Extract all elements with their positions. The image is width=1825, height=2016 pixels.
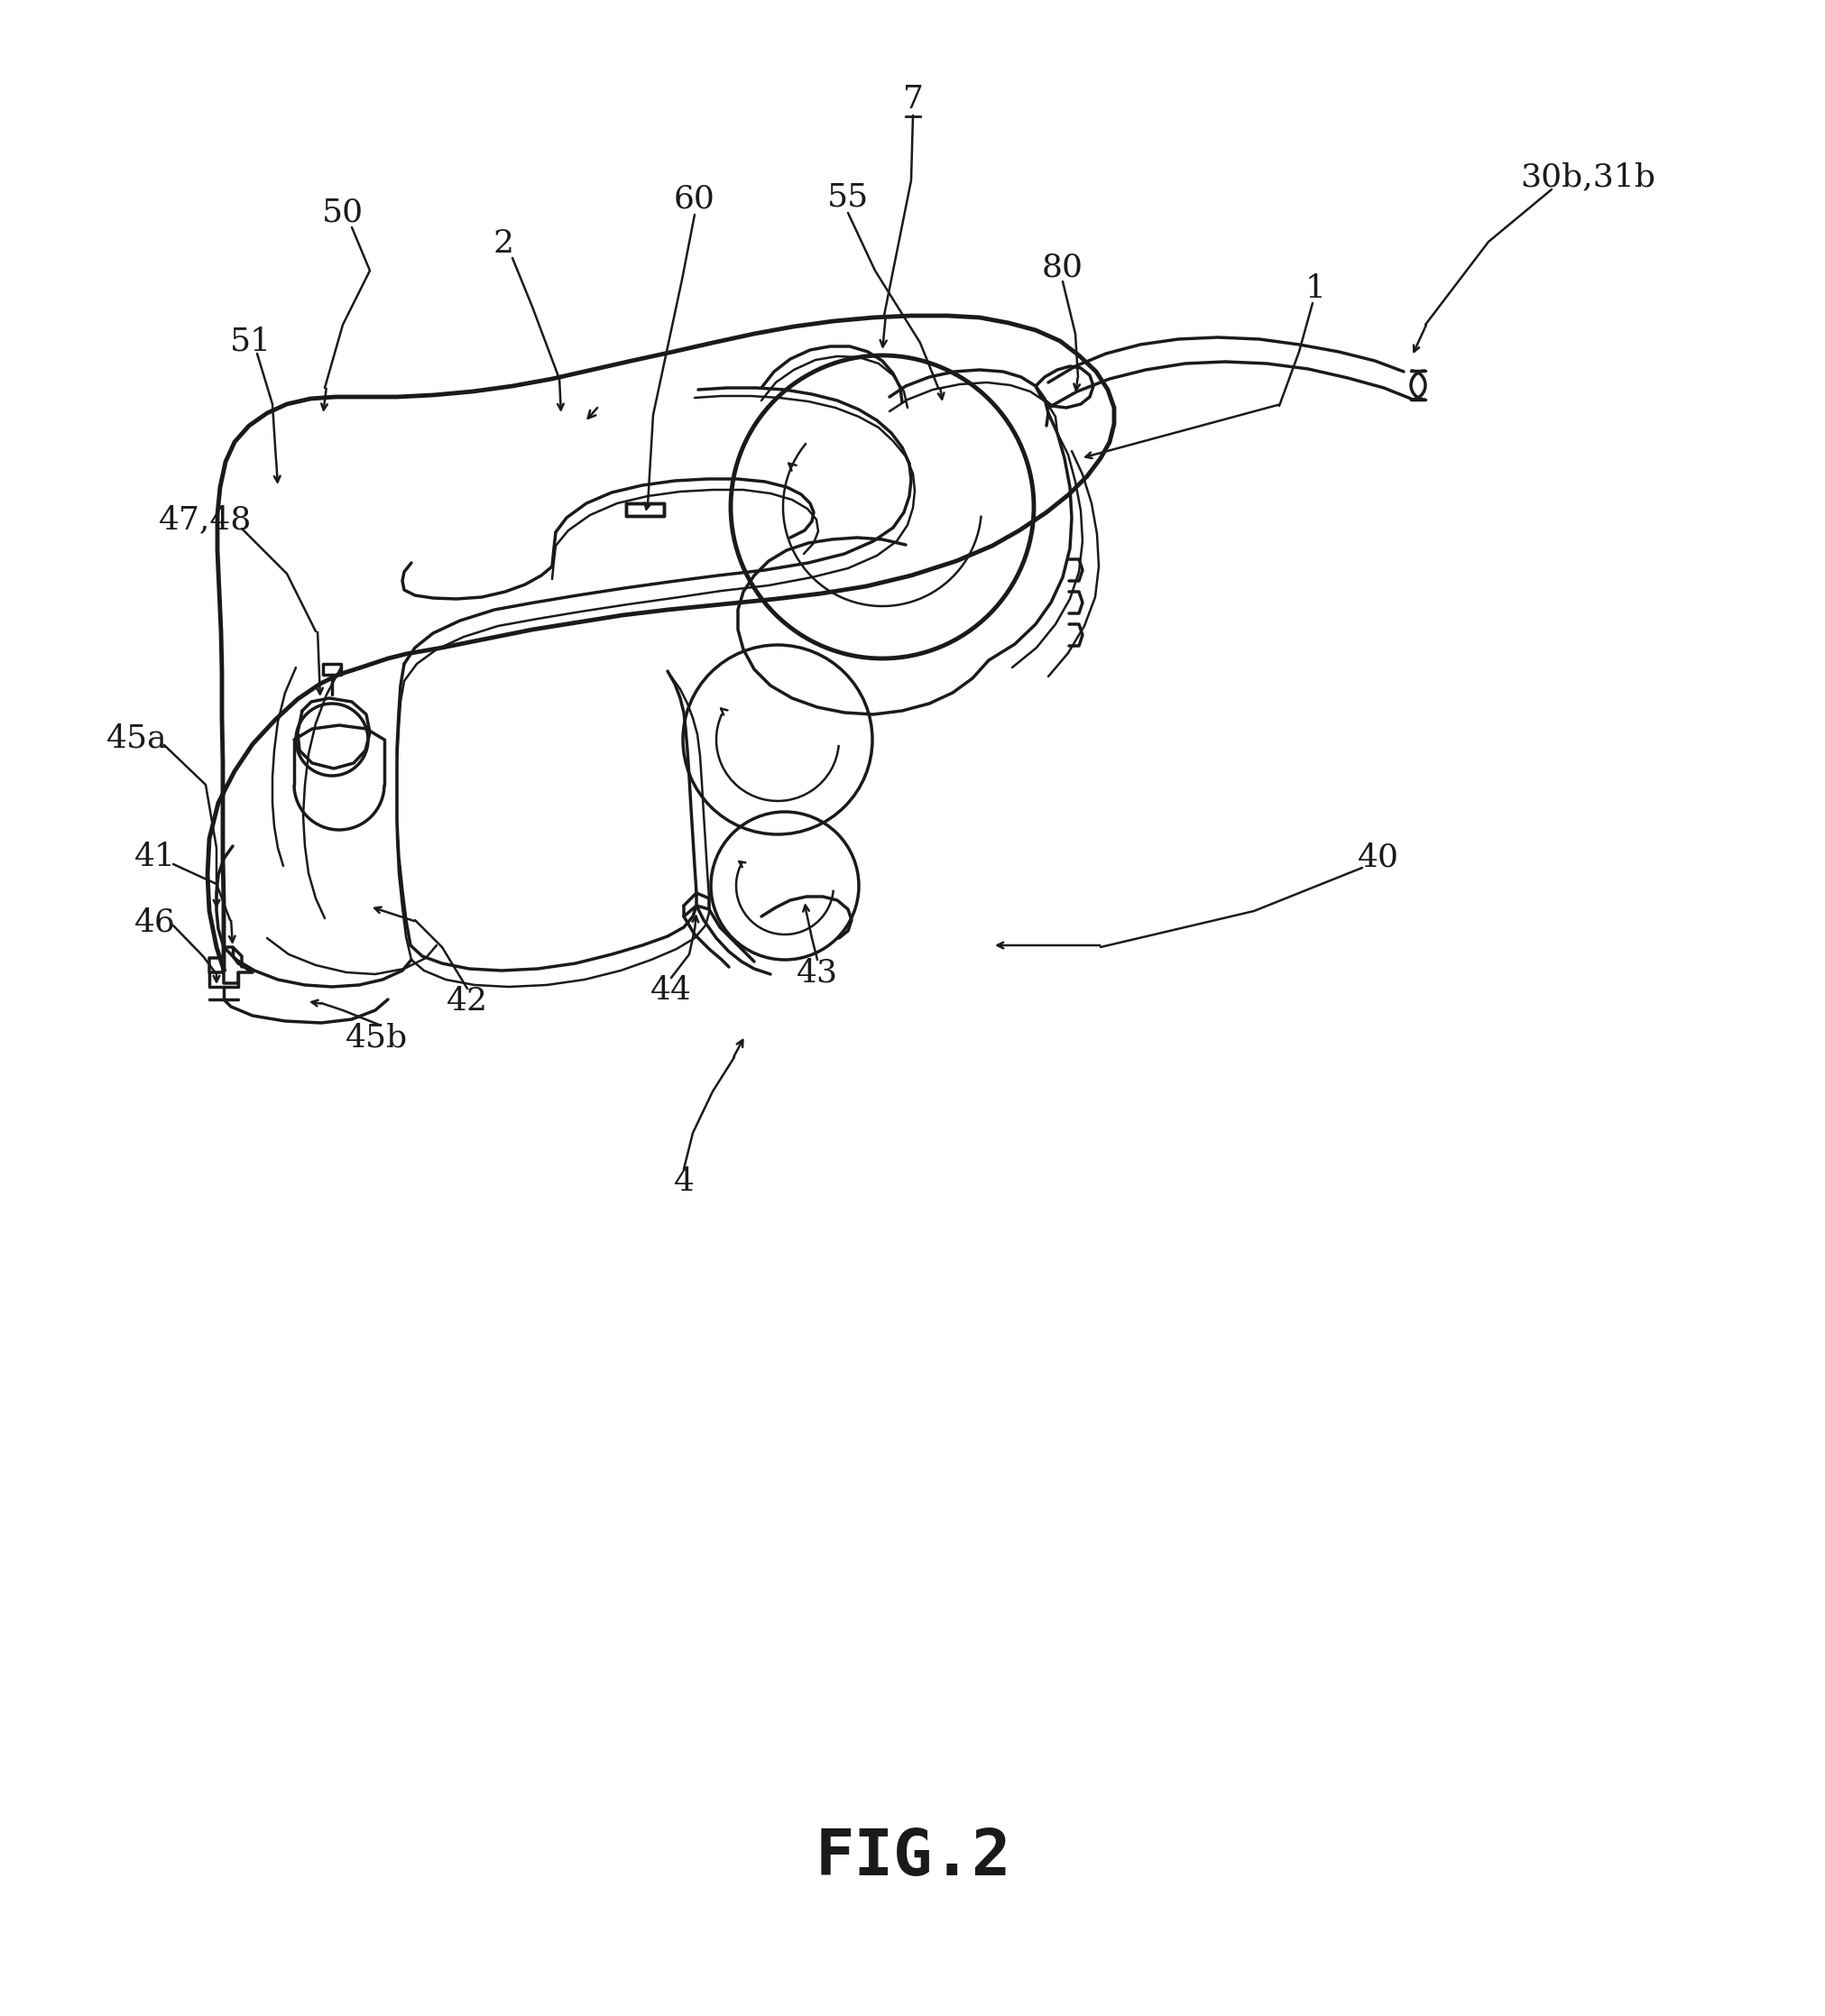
Text: 4: 4 [673,1167,694,1198]
Text: 55: 55 [827,181,869,212]
Text: 45b: 45b [345,1022,409,1052]
Text: 50: 50 [321,198,363,228]
Text: 47,48: 47,48 [159,504,252,534]
Text: 41: 41 [135,841,175,873]
Text: 44: 44 [650,976,692,1006]
Text: 43: 43 [796,958,838,988]
Text: 80: 80 [1042,252,1082,282]
Text: 1: 1 [1305,274,1325,304]
Text: 40: 40 [1358,841,1398,873]
Text: FIG.2: FIG.2 [814,1826,1011,1889]
Text: 45a: 45a [106,722,168,754]
Text: 30b,31b: 30b,31b [1520,161,1655,192]
Text: 60: 60 [673,183,715,214]
Text: 42: 42 [447,986,487,1016]
Text: 51: 51 [230,327,272,357]
Text: 7: 7 [902,85,923,115]
Text: 46: 46 [135,907,175,937]
Text: 2: 2 [493,228,513,258]
